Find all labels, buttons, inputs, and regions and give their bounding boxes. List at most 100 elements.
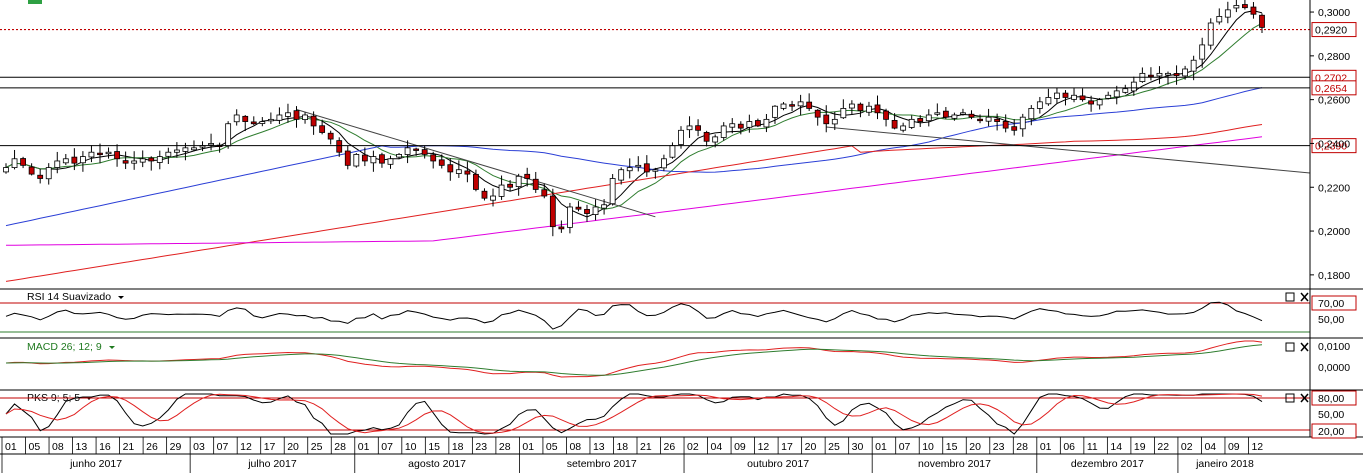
ma-short-line xyxy=(5,10,1263,218)
day-tick-label: 22 xyxy=(1157,441,1169,453)
candle-down xyxy=(28,166,35,175)
candle-up xyxy=(1105,94,1112,99)
day-tick-label: 17 xyxy=(264,441,276,453)
candle-down xyxy=(823,114,830,125)
day-tick-label: 29 xyxy=(170,441,182,453)
candle-up xyxy=(1182,68,1189,77)
candle-up xyxy=(678,129,684,145)
green-marker-icon[interactable] xyxy=(28,0,42,4)
day-tick-label: 11 xyxy=(1087,441,1098,453)
macd-title[interactable]: MACD 26; 12; 9 xyxy=(27,341,102,353)
candle-up xyxy=(396,154,402,158)
candle-up xyxy=(618,169,625,181)
day-tick-label: 10 xyxy=(405,441,417,453)
osc-tick-label: 0,0100 xyxy=(1318,341,1350,353)
candle-up xyxy=(567,206,573,228)
candle-up xyxy=(276,114,283,121)
candle-up xyxy=(1122,88,1129,93)
day-tick-label: 07 xyxy=(217,441,229,453)
price-axis: 0,3000 0,2800 0,2600 0,2400 0,2200 0,2000 0,18… xyxy=(1310,7,1350,282)
day-tick-label: 09 xyxy=(1228,441,1240,453)
candle-up xyxy=(1054,92,1060,99)
candle-up xyxy=(191,147,197,151)
candle-down xyxy=(122,160,129,164)
pks-k-line xyxy=(5,393,1263,435)
pks-maximize-icon[interactable] xyxy=(1285,393,1295,403)
day-tick-label: 23 xyxy=(475,441,487,453)
candle-down xyxy=(883,110,889,120)
rsi-close-icon[interactable] xyxy=(1300,292,1309,302)
candle-down xyxy=(703,131,710,142)
candle-up xyxy=(601,204,607,209)
macd-maximize-icon[interactable] xyxy=(1285,342,1295,352)
candle-down xyxy=(447,164,454,173)
candle-down xyxy=(695,125,701,131)
day-tick-label: 28 xyxy=(499,441,511,453)
candle-up xyxy=(302,114,308,120)
candle-up xyxy=(490,195,496,201)
level-badge xyxy=(1311,80,1357,96)
rsi-window-controls xyxy=(1285,292,1309,302)
current-price-badge xyxy=(1311,22,1357,38)
candle-down xyxy=(643,163,650,173)
day-tick-label: 01 xyxy=(522,441,534,453)
candle-up xyxy=(1165,72,1171,76)
rsi-title[interactable]: RSI 14 Suavizado xyxy=(27,291,111,303)
candle-up xyxy=(626,167,633,172)
day-tick-label: 01 xyxy=(5,441,17,453)
candle-up xyxy=(88,151,95,158)
day-tick-label: 28 xyxy=(334,441,346,453)
candle-up xyxy=(1207,22,1214,46)
candle-down xyxy=(71,156,78,164)
candle-up xyxy=(105,151,112,155)
month-label: outubro 2017 xyxy=(747,458,809,470)
candle-down xyxy=(584,209,590,214)
month-label: janeiro 2018 xyxy=(1195,458,1254,470)
month-label: junho 2017 xyxy=(69,458,122,470)
candle-up xyxy=(285,112,291,117)
ma-blue-line xyxy=(5,87,1263,227)
day-tick-label: 04 xyxy=(711,441,723,453)
macd-dropdown-icon[interactable] xyxy=(109,346,115,349)
day-tick-label: 21 xyxy=(123,441,135,453)
price-tick-label: 0,2800 xyxy=(1318,51,1350,63)
pks-close-icon[interactable] xyxy=(1300,393,1309,403)
osc-tick-label: 20,00 xyxy=(1318,426,1344,438)
candle-down xyxy=(524,173,531,179)
candle-up xyxy=(686,125,693,131)
day-tick-label: 16 xyxy=(99,441,111,453)
rsi-maximize-icon[interactable] xyxy=(1285,292,1295,302)
day-tick-label: 20 xyxy=(287,441,299,453)
level-badge xyxy=(1311,138,1357,154)
day-tick-label: 07 xyxy=(381,441,393,453)
candle-down xyxy=(379,154,385,164)
candle-down xyxy=(994,118,1001,122)
candle-up xyxy=(54,160,61,168)
day-tick-label: 18 xyxy=(616,441,628,453)
candle-up xyxy=(156,156,163,163)
rsi-dropdown-icon[interactable] xyxy=(118,296,124,299)
candle-down xyxy=(1062,92,1069,98)
candle-up xyxy=(498,184,505,197)
candle-up xyxy=(908,118,915,128)
candle-down xyxy=(37,174,44,179)
day-tick-label: 14 xyxy=(1110,441,1122,453)
day-tick-label: 01 xyxy=(1040,441,1052,453)
month-label: agosto 2017 xyxy=(408,458,466,470)
candle-down xyxy=(413,148,420,151)
price-tick-label: 0,2600 xyxy=(1318,95,1350,107)
candle-down xyxy=(336,140,343,153)
day-tick-label: 08 xyxy=(52,441,64,453)
macd-lines xyxy=(5,340,1263,378)
candle-down xyxy=(917,118,924,122)
candle-down xyxy=(942,110,949,118)
candle-down xyxy=(549,195,556,228)
candle-down xyxy=(977,118,983,122)
candle-up xyxy=(225,123,232,147)
day-tick-label: 09 xyxy=(734,441,746,453)
macd-close-icon[interactable] xyxy=(1300,342,1309,352)
month-label: dezembro 2017 xyxy=(1071,458,1144,470)
candle-up xyxy=(3,167,9,173)
